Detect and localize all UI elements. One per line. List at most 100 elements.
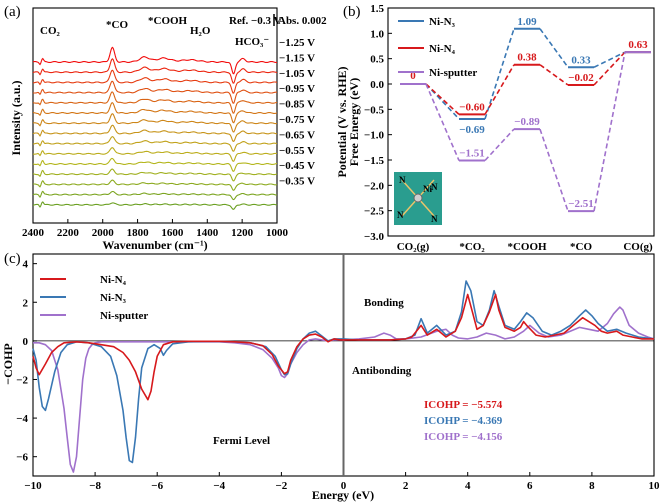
panel-c-series xyxy=(32,280,655,473)
panel-c-y-tick-label: 0 xyxy=(23,336,29,348)
energy-value-label: 0 xyxy=(410,70,416,82)
panel-c-x-tick-label: 10 xyxy=(649,480,661,492)
potential-label: −1.05 V xyxy=(279,68,315,80)
panel-a-x-tick-label: 1800 xyxy=(127,227,150,239)
structure-inset: N N Ni N N xyxy=(394,172,442,225)
legend-label-ni-sputter: Ni-sputter xyxy=(429,67,477,79)
inset-n-label-4: N xyxy=(431,214,438,224)
potential-label: −0.55 V xyxy=(279,145,315,157)
cohp-line xyxy=(32,293,654,401)
peak-label-hco3: HCO₃⁻ xyxy=(235,36,269,48)
legend-label-ni-n3: Ni-N₃ xyxy=(100,292,127,304)
panel-a-y-label: Intensity (a.u.) xyxy=(9,80,23,155)
panel-c: (c) −10 −8 −6 −4 −2 0 2 4 6 8 10 −6 −4 −2 0 2 4 Energy (… xyxy=(1,251,660,502)
panel-b-label: (b) xyxy=(343,4,361,20)
potential-label: −1.15 V xyxy=(279,52,315,64)
panel-c-y-tick-label: 4 xyxy=(23,259,29,271)
panel-c-y-tick-label: −6 xyxy=(16,452,28,464)
ir-spectrum xyxy=(33,179,278,191)
ir-spectrum xyxy=(33,69,278,94)
panel-a-x-ticks: 2400 2200 2000 1800 1600 1400 1200 1000 xyxy=(22,219,289,239)
energy-value-label: −0.69 xyxy=(459,124,485,136)
panel-b-y-tick-label: 0.5 xyxy=(370,54,384,66)
inset-ni-label: Ni xyxy=(423,184,432,194)
panel-b-y-tick-label: −1.5 xyxy=(364,155,385,167)
potential-label: −0.85 V xyxy=(279,99,315,111)
potential-label: −0.65 V xyxy=(279,129,315,141)
panel-b-y-tick-label: −3.0 xyxy=(364,231,385,243)
ir-spectrum xyxy=(32,113,278,133)
panel-c-y-tick-label: 2 xyxy=(23,297,29,309)
energy-connector xyxy=(593,51,626,86)
panel-b-y-tick-label: −1.0 xyxy=(364,130,385,142)
panel-b-category-label: CO₂(g) xyxy=(397,241,430,253)
panel-b-category-label: CO(g) xyxy=(623,241,653,253)
panel-a-x-tick-label: 2400 xyxy=(22,227,45,239)
ir-spectrum xyxy=(32,201,278,210)
energy-value-label: 0.63 xyxy=(628,39,648,51)
energy-value-label: 0.33 xyxy=(571,54,591,66)
energy-connector xyxy=(539,28,569,68)
panel-b-y-label-line2: Free Energy (eV) xyxy=(347,78,361,166)
inset-n-label-3: N xyxy=(397,210,404,220)
panel-c-x-tick-label: 8 xyxy=(589,480,595,492)
legend-label-ni-n4: Ni-N₄ xyxy=(100,274,127,286)
panel-c-x-tick-label: −10 xyxy=(24,480,42,492)
panel-b-y-tick-label: −2.5 xyxy=(364,206,385,218)
energy-value-label: 0.38 xyxy=(517,52,537,64)
antibonding-label: Antibonding xyxy=(352,365,412,377)
panel-c-label: (c) xyxy=(4,251,21,267)
panel-a-x-tick-label: 1000 xyxy=(266,227,289,239)
energy-value-label: 1.09 xyxy=(517,16,537,28)
energy-connector xyxy=(484,128,515,162)
panel-a-label: (a) xyxy=(4,4,21,20)
panel-b-series: −0.69 1.09 0.33 0 −0.60 0.38 −0.02 0.63 −1.51 −0.… xyxy=(400,16,651,213)
cohp-line xyxy=(33,306,655,473)
energy-connector xyxy=(539,128,569,212)
panel-a-x-tick-label: 1200 xyxy=(231,227,254,239)
energy-connector xyxy=(484,64,515,115)
inset-n-label-2: N xyxy=(431,182,438,192)
panel-a-potential-labels: −1.25 V −1.15 V −1.05 V −0.95 V −0.85 V −0.75… xyxy=(279,37,315,188)
energy-connector xyxy=(539,64,569,86)
ir-spectrum xyxy=(32,135,278,152)
legend-label-ni-n3: Ni-N₃ xyxy=(429,16,456,28)
energy-value-label: −0.02 xyxy=(568,72,594,84)
energy-value-label: −2.51 xyxy=(568,198,594,210)
ir-spectrum xyxy=(32,91,278,114)
icohp-ni-n4: ICOHP = −5.574 xyxy=(424,399,503,411)
panel-c-x-tick-label: −8 xyxy=(89,480,101,492)
cohp-line xyxy=(32,280,655,464)
panel-c-x-tick-label: 6 xyxy=(527,480,533,492)
energy-connector xyxy=(593,51,626,212)
energy-connector xyxy=(593,51,626,68)
panel-c-x-tick-label: −6 xyxy=(151,480,163,492)
panel-b-category-label: *CO₂ xyxy=(459,241,485,253)
peak-label-co2: CO₂ xyxy=(40,25,61,37)
panel-c-x-tick-label: −2 xyxy=(276,480,288,492)
scale-bar-label: Abs. 0.002 xyxy=(278,15,327,27)
panel-c-x-tick-label: 2 xyxy=(403,480,409,492)
energy-connector xyxy=(425,83,460,115)
panel-c-y-tick-label: −4 xyxy=(16,413,28,425)
icohp-ni-n3: ICOHP = −4.369 xyxy=(424,415,503,427)
panel-c-x-tick-label: 4 xyxy=(465,480,471,492)
icohp-ni-sputter: ICOHP = −4.156 xyxy=(424,431,503,443)
ir-spectrum xyxy=(32,168,278,182)
panel-c-y-tick-label: −2 xyxy=(16,374,28,386)
bonding-label: Bonding xyxy=(364,297,404,309)
energy-value-label: −1.51 xyxy=(459,148,485,160)
panel-b-category-label: *COOH xyxy=(507,241,547,253)
panel-b-category-label: *CO xyxy=(570,241,592,253)
panel-a-x-label: Wavenumber (cm⁻¹) xyxy=(102,238,207,252)
ir-spectrum xyxy=(32,147,278,162)
potential-label: −0.75 V xyxy=(279,114,315,126)
potential-label: −0.35 V xyxy=(279,176,315,188)
inset-n-label-1: N xyxy=(399,175,406,185)
panel-b-categories: CO₂(g) *CO₂ *COOH *CO CO(g) xyxy=(397,241,653,253)
potential-label: −1.25 V xyxy=(279,37,315,49)
peak-label-h2o: H₂O xyxy=(190,25,211,37)
panel-a-x-tick-label: 2000 xyxy=(92,227,115,239)
panel-a-x-tick-label: 2200 xyxy=(57,227,80,239)
peak-label-cooh: *COOH xyxy=(148,15,188,27)
